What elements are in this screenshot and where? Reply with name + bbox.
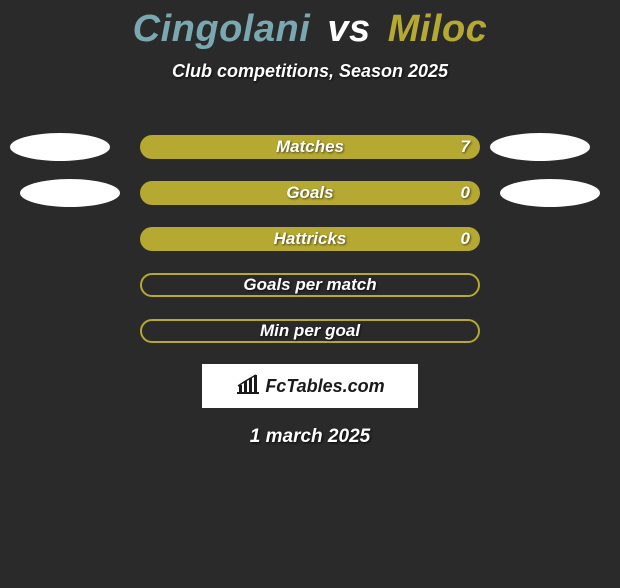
left-ellipse: [20, 179, 120, 207]
comparison-title: Cingolani vs Miloc: [0, 8, 620, 51]
stat-bar: Hattricks 0: [140, 227, 480, 251]
subtitle: Club competitions, Season 2025: [0, 61, 620, 82]
stat-label: Min per goal: [260, 321, 360, 341]
date-label: 1 march 2025: [0, 426, 620, 448]
stat-row: Min per goal: [0, 308, 620, 354]
right-ellipse: [500, 179, 600, 207]
stat-row: Matches 7: [0, 124, 620, 170]
stat-bar: Matches 7: [140, 135, 480, 159]
stat-bar: Goals per match: [140, 273, 480, 297]
stat-row: Goals per match: [0, 262, 620, 308]
left-ellipse: [10, 133, 110, 161]
right-ellipse: [490, 133, 590, 161]
stat-rows: Matches 7 Goals 0 Hattricks 0 Goals per match M…: [0, 124, 620, 354]
stat-label: Matches: [276, 137, 344, 157]
vs-label: vs: [327, 8, 370, 50]
stat-value: 0: [461, 229, 470, 249]
stat-label: Goals: [286, 183, 333, 203]
stat-bar: Min per goal: [140, 319, 480, 343]
chart-icon: [235, 373, 261, 400]
player1-name: Cingolani: [133, 8, 311, 50]
player2-name: Miloc: [388, 8, 488, 50]
stat-value: 0: [461, 183, 470, 203]
stat-row: Goals 0: [0, 170, 620, 216]
logo-box: FcTables.com: [202, 364, 418, 408]
stat-label: Hattricks: [274, 229, 347, 249]
logo-text: FcTables.com: [265, 376, 384, 397]
stat-bar: Goals 0: [140, 181, 480, 205]
stat-value: 7: [461, 137, 470, 157]
stat-label: Goals per match: [243, 275, 376, 295]
stat-row: Hattricks 0: [0, 216, 620, 262]
